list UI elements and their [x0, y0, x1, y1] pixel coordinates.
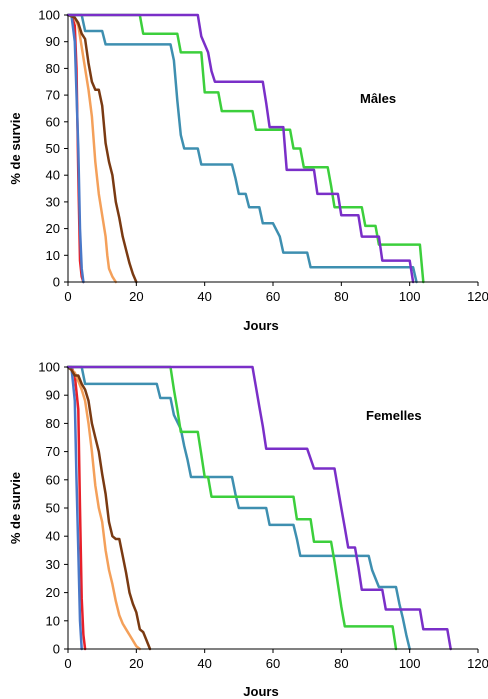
y-axis-title: % de survie — [8, 472, 23, 544]
survival-series-line — [66, 13, 415, 284]
y-tick-label: 50 — [46, 141, 60, 156]
x-tick-label: 20 — [129, 289, 143, 304]
survival-series-line — [66, 365, 452, 651]
y-tick-label: 20 — [46, 585, 60, 600]
x-axis-title: Jours — [243, 684, 278, 699]
survival-series-line — [66, 365, 398, 651]
survival-series-line — [66, 13, 118, 284]
survival-series-line — [66, 365, 152, 651]
plot-lines — [66, 13, 425, 284]
y-tick-label: 80 — [46, 61, 60, 76]
survival-series-line — [66, 13, 138, 284]
survival-series-line — [66, 365, 411, 651]
x-axis-title: Jours — [243, 318, 278, 333]
x-tick-label: 0 — [64, 289, 71, 304]
x-tick-label: 40 — [197, 656, 211, 671]
y-tick-label: 10 — [46, 248, 60, 263]
axes: 0 10 20 30 40 50 60 70 80 90 100 0 20 40 60 80 100 120 — [38, 360, 488, 672]
x-tick-label: 60 — [266, 656, 280, 671]
y-tick-label: 60 — [46, 472, 60, 487]
x-tick-label: 120 — [467, 656, 488, 671]
y-tick-label: 40 — [46, 168, 60, 183]
x-tick-label: 0 — [64, 656, 71, 671]
y-tick-label: 80 — [46, 416, 60, 431]
y-tick-label: 30 — [46, 194, 60, 209]
y-tick-label: 100 — [38, 8, 60, 23]
axes: 0 10 20 30 40 50 60 70 80 90 100 0 20 40 60 80 100 120 — [38, 8, 488, 305]
x-tick-label: 80 — [334, 289, 348, 304]
x-tick-label: 100 — [399, 656, 421, 671]
chart-annotation: Mâles — [360, 91, 396, 106]
y-tick-label: 30 — [46, 557, 60, 572]
axis-ticks: 0 10 20 30 40 50 60 70 80 90 100 0 20 40 60 80 100 120 — [38, 360, 488, 672]
y-tick-label: 60 — [46, 114, 60, 129]
x-tick-label: 80 — [334, 656, 348, 671]
y-tick-label: 100 — [38, 360, 60, 375]
survival-series-line — [66, 13, 85, 284]
x-tick-label: 40 — [197, 289, 211, 304]
y-tick-label: 50 — [46, 501, 60, 516]
y-tick-label: 70 — [46, 444, 60, 459]
y-tick-label: 10 — [46, 613, 60, 628]
survival-series-line — [66, 13, 418, 284]
y-tick-label: 90 — [46, 388, 60, 403]
chart-females: 0 10 20 30 40 50 60 70 80 90 100 0 20 40 60 80 100 120 Fe… — [8, 360, 488, 699]
y-tick-label: 20 — [46, 221, 60, 236]
x-tick-label: 20 — [129, 656, 143, 671]
y-tick-label: 90 — [46, 34, 60, 49]
x-tick-label: 120 — [467, 289, 488, 304]
plot-lines — [66, 365, 452, 651]
chart-males: 0 10 20 30 40 50 60 70 80 90 100 0 20 40 60 80 100 120 Mâ… — [8, 8, 488, 334]
survival-series-line — [66, 365, 142, 651]
chart-annotation: Femelles — [366, 408, 422, 423]
y-tick-label: 40 — [46, 529, 60, 544]
x-tick-label: 60 — [266, 289, 280, 304]
y-tick-label: 70 — [46, 88, 60, 103]
axis-ticks: 0 10 20 30 40 50 60 70 80 90 100 0 20 40 60 80 100 120 — [38, 8, 488, 305]
x-tick-label: 100 — [399, 289, 421, 304]
y-tick-label: 0 — [53, 275, 60, 290]
y-tick-label: 0 — [53, 642, 60, 657]
survival-series-line — [66, 13, 425, 284]
y-axis-title: % de survie — [8, 112, 23, 184]
